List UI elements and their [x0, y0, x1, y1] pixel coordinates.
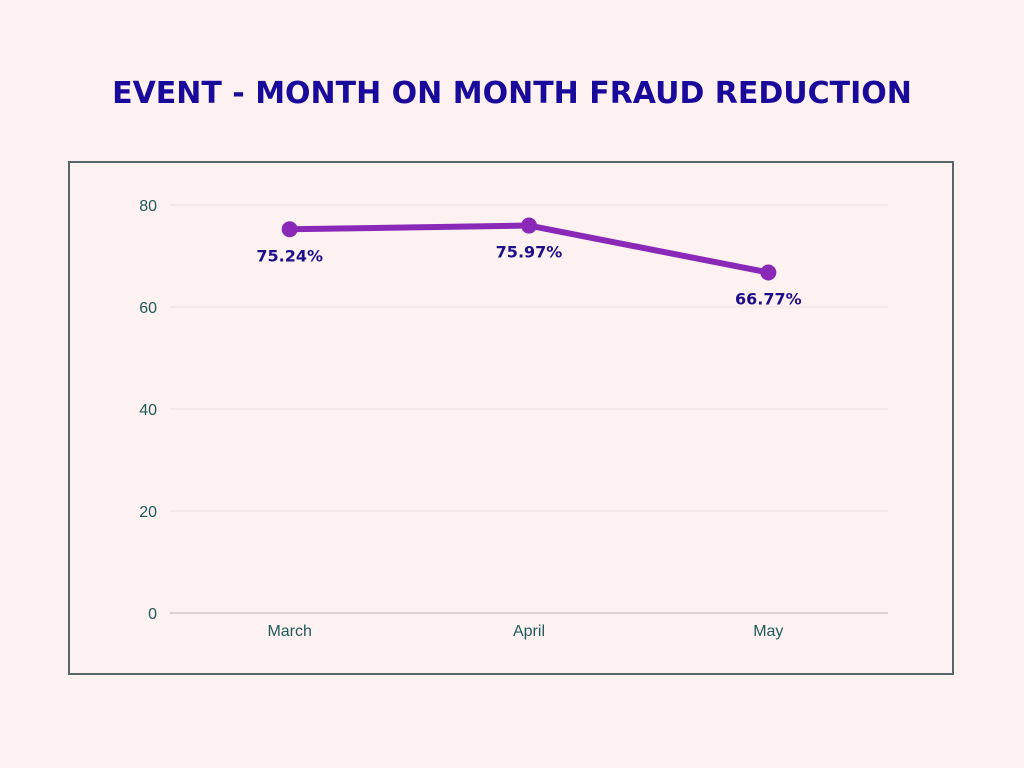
y-tick-label: 80: [139, 198, 157, 215]
x-tick-label: April: [513, 623, 545, 640]
chart-title: EVENT - MONTH ON MONTH FRAUD REDUCTION: [112, 76, 912, 111]
x-tick-label: May: [753, 623, 783, 640]
data-label: 66.77%: [735, 289, 802, 308]
y-tick-label: 20: [139, 504, 157, 521]
y-tick-label: 0: [148, 606, 157, 623]
chart-frame: [68, 161, 954, 675]
data-point-marker: [281, 221, 298, 238]
data-label: 75.97%: [496, 243, 563, 262]
x-tick-label: March: [267, 623, 311, 640]
data-point-marker: [760, 264, 777, 281]
data-point-marker: [521, 217, 537, 234]
data-label: 75.24%: [256, 246, 323, 265]
y-tick-label: 40: [139, 402, 157, 419]
y-tick-label: 60: [139, 300, 157, 317]
